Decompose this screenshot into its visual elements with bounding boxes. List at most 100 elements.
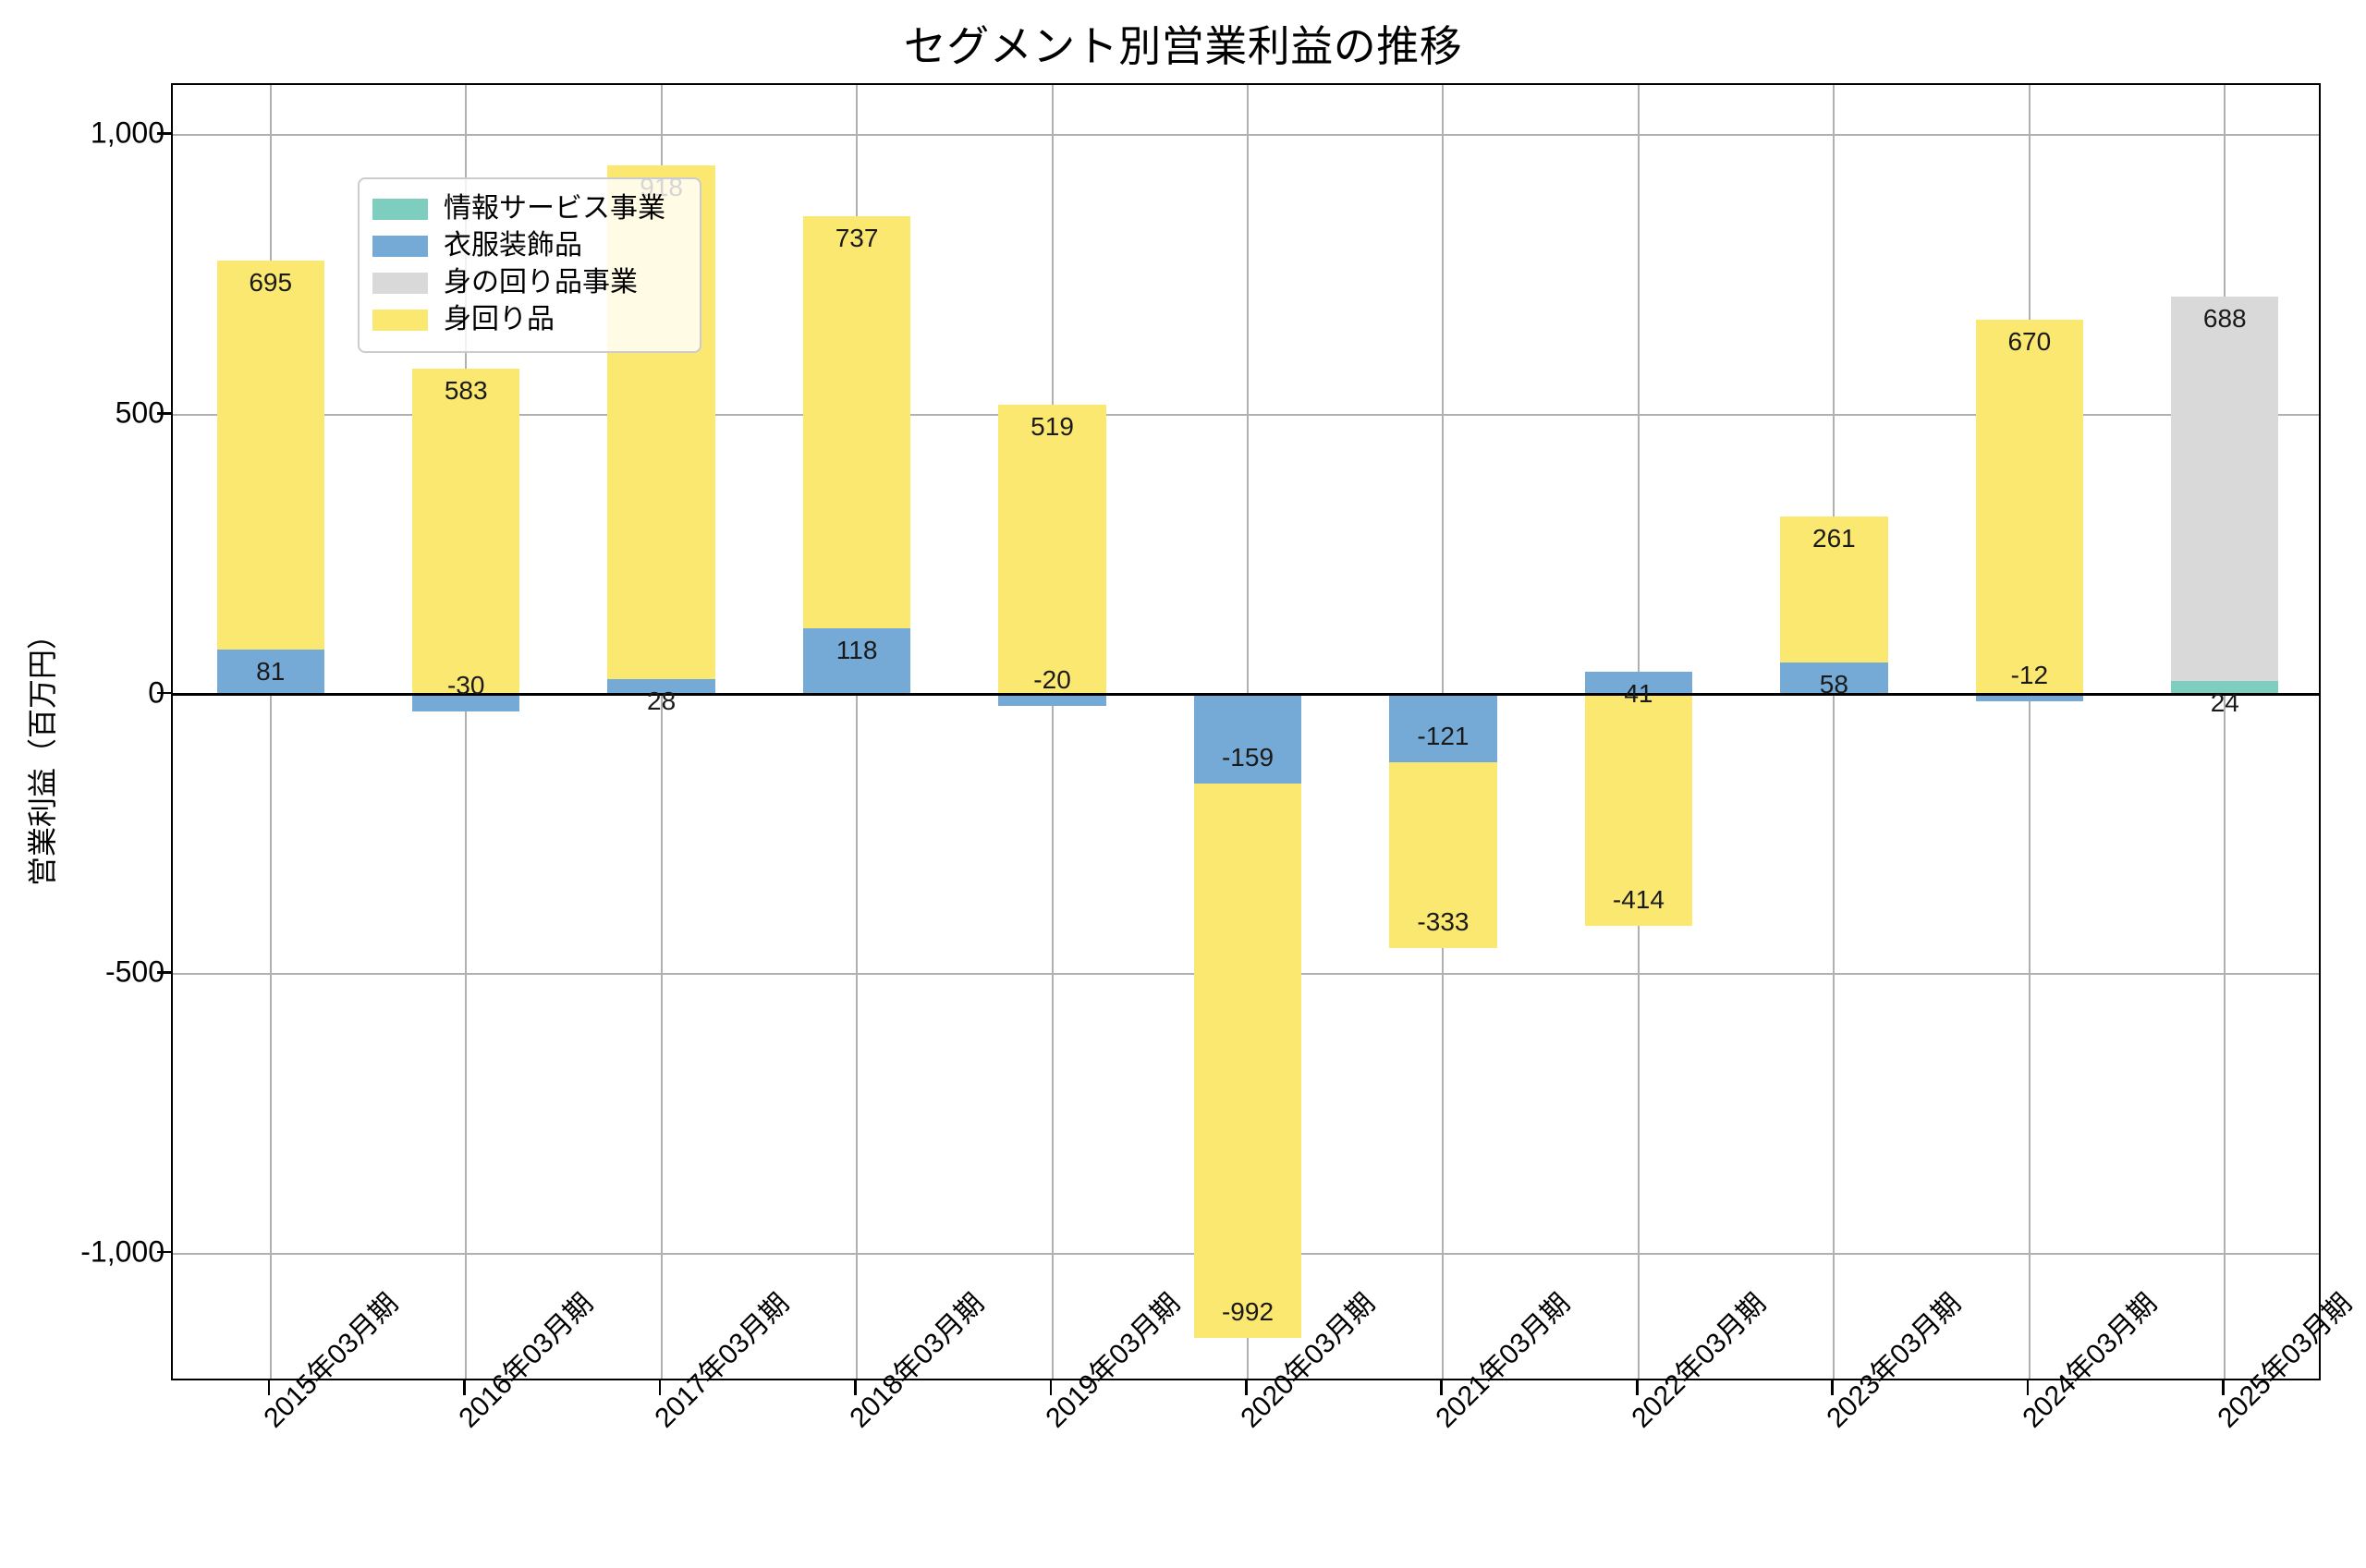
legend-swatch-icon [372,309,428,331]
y-tick-label: -500 [104,954,165,989]
bar-value-label: 261 [1812,523,1856,553]
gridline-vertical [269,85,272,1379]
gridline-horizontal [173,414,2319,417]
bar-segment [998,404,1106,695]
gridline-vertical [856,85,859,1379]
bar-segment [1584,694,1693,927]
gridline-vertical [1051,85,1054,1379]
legend-swatch-icon [372,272,428,294]
bar-value-label: -121 [1417,721,1470,750]
bar-value-label: -159 [1221,742,1274,772]
legend-swatch-icon [372,235,428,257]
zero-line [173,693,2319,697]
bar-value-label: -414 [1612,885,1665,915]
bar-value-label: 81 [256,656,286,686]
gridline-vertical [465,85,468,1379]
gridline-vertical [660,85,663,1379]
x-tick-mark [267,1380,271,1395]
bar-segment [1780,516,1888,662]
bar-value-label: -20 [1033,664,1071,694]
y-tick-mark [157,971,172,974]
x-tick-label: 2017年03月期 [643,1288,795,1435]
bar-segment [802,216,911,629]
bar-segment [2171,681,2279,695]
gridline-vertical [2224,85,2226,1379]
plot-area: 81695-3058328918118737-20519-159-992-121… [171,83,2321,1380]
x-tick-mark [1440,1380,1444,1395]
x-tick-mark [1831,1380,1834,1395]
x-tick-label: 2015年03月期 [252,1288,404,1435]
y-tick-mark [157,1250,172,1254]
bars [173,85,2319,1379]
legend-item-0[interactable]: 情報サービス事業 [372,190,687,227]
bar-segment [216,261,324,650]
x-tick-mark [854,1380,857,1395]
legend-item-label: 衣服装飾品 [444,230,582,261]
bar-segment [1193,783,1302,1339]
legend-item-label: 身回り品 [444,304,555,334]
bar-value-label: -333 [1417,907,1470,937]
bar-value-label: 118 [835,636,878,665]
x-tick-label: 2021年03月期 [1424,1288,1577,1435]
bar-value-label: 519 [1031,411,1074,441]
y-tick-label: 500 [115,395,165,430]
bar-segment [998,694,1106,706]
bar-value-label: 24 [2210,688,2239,718]
x-tick-mark [1245,1380,1248,1395]
bar-value-label: 28 [647,686,677,715]
bar-value-label: -30 [446,670,485,699]
bar-value-label: 41 [1624,678,1653,708]
legend-item-label: 情報サービス事業 [444,193,665,224]
y-tick-label: 1,000 [90,115,165,150]
y-tick-label: -1,000 [80,1234,165,1269]
legend-item-2[interactable]: 身の回り品事業 [372,264,687,301]
zero-axis-line [173,85,2319,1379]
bar-segment [1584,671,1693,695]
bar-segment [1389,761,1497,949]
bar-segment [2171,296,2279,682]
x-tick-mark [658,1380,662,1395]
bar-value-label: 688 [2202,303,2247,333]
bar-segment [607,678,715,695]
x-tick-mark [1635,1380,1639,1395]
x-tick-label: 2025年03月期 [2206,1288,2359,1435]
bar-segment [1780,662,1888,695]
x-tick-label: 2016年03月期 [447,1288,600,1435]
legend-item-3[interactable]: 身回り品 [372,301,687,338]
bar-value-labels: 81695-3058328918118737-20519-159-992-121… [173,85,2319,1379]
bar-segment [1193,694,1302,784]
bar-value-label: 670 [2007,327,2052,357]
bar-value-label: -12 [2010,660,2049,689]
x-tick-label: 2023年03月期 [1815,1288,1968,1435]
bar-value-label: 737 [835,224,879,253]
bar-value-label: 58 [1819,669,1848,699]
x-tick-mark [2026,1380,2030,1395]
gridline-vertical [2028,85,2031,1379]
x-tick-label: 2019年03月期 [1034,1288,1186,1435]
x-tick-label: 2024年03月期 [2011,1288,2163,1435]
x-tick-label: 2018年03月期 [838,1288,990,1435]
chart-legend: 情報サービス事業 衣服装飾品 身の回り品事業 身回り品 [358,177,701,353]
bar-value-label: 695 [249,268,293,298]
y-axis-title: 営業利益（百万円） [26,620,59,887]
bar-segment [216,649,324,695]
legend-swatch-icon [372,198,428,220]
y-tick-mark [157,132,172,136]
bar-segment [412,368,520,695]
y-tick-label: 0 [148,675,165,710]
gridline-vertical [1833,85,1835,1379]
legend-item-1[interactable]: 衣服装飾品 [372,227,687,264]
bar-value-label: -992 [1221,1297,1274,1327]
x-tick-label: 2022年03月期 [1620,1288,1772,1435]
y-tick-mark [157,691,172,695]
bar-segment [1389,694,1497,762]
y-tick-mark [157,412,172,415]
bar-segment [1975,320,2083,695]
bar-value-label: 583 [444,375,488,405]
x-tick-mark [2222,1380,2225,1395]
bar-segment [802,628,911,695]
x-tick-mark [463,1380,466,1395]
x-tick-label: 2020年03月期 [1229,1288,1381,1435]
chart-title: セグメント別営業利益の推移 [903,22,1463,70]
